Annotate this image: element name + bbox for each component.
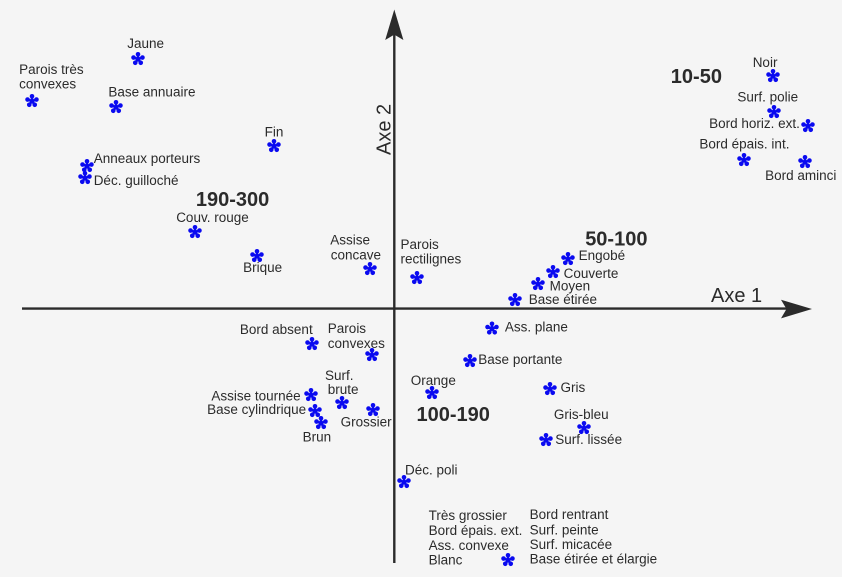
svg-text:Noir: Noir — [753, 55, 778, 70]
svg-text:rectilignes: rectilignes — [401, 251, 462, 266]
svg-text:Base cylindrique: Base cylindrique — [207, 402, 306, 417]
svg-text:Bord horiz. ext.: Bord horiz. ext. — [709, 116, 800, 131]
svg-text:Parois très: Parois très — [19, 62, 84, 77]
svg-text:Surf.: Surf. — [325, 368, 354, 383]
svg-text:Base étirée et élargie: Base étirée et élargie — [530, 552, 658, 567]
svg-text:Couverte: Couverte — [564, 266, 619, 281]
svg-text:convexes: convexes — [328, 336, 385, 351]
svg-text:Gris-bleu: Gris-bleu — [554, 407, 609, 422]
svg-text:50-100: 50-100 — [585, 228, 647, 250]
svg-text:Axe 2: Axe 2 — [374, 104, 396, 155]
svg-text:Bord épais. ext.: Bord épais. ext. — [429, 523, 523, 538]
svg-text:Jaune: Jaune — [127, 36, 164, 51]
svg-text:Déc. guilloché: Déc. guilloché — [94, 173, 179, 188]
svg-text:Base annuaire: Base annuaire — [108, 85, 195, 100]
svg-text:Surf. peinte: Surf. peinte — [530, 522, 599, 537]
svg-text:Bord aminci: Bord aminci — [765, 168, 836, 183]
svg-text:Base étirée: Base étirée — [529, 292, 597, 307]
svg-text:Très grossier: Très grossier — [429, 508, 508, 523]
svg-text:Base portante: Base portante — [478, 352, 562, 367]
svg-text:Surf. lissée: Surf. lissée — [555, 432, 622, 447]
svg-text:Bord rentrant: Bord rentrant — [530, 507, 609, 522]
svg-text:Ass. plane: Ass. plane — [505, 320, 568, 335]
svg-text:Assise: Assise — [330, 232, 370, 247]
svg-text:100-190: 100-190 — [417, 404, 490, 426]
svg-text:Couv. rouge: Couv. rouge — [176, 210, 249, 225]
svg-text:10-50: 10-50 — [671, 66, 722, 88]
svg-text:Parois: Parois — [328, 321, 367, 336]
svg-text:Engobé: Engobé — [579, 248, 626, 263]
svg-text:Brique: Brique — [243, 260, 282, 275]
svg-text:Grossier: Grossier — [341, 415, 393, 430]
svg-text:Ass. convexe: Ass. convexe — [429, 538, 509, 553]
svg-text:Axe 1: Axe 1 — [711, 285, 762, 307]
svg-text:brute: brute — [328, 382, 359, 397]
svg-text:Brun: Brun — [303, 430, 332, 445]
svg-text:Bord épais. int.: Bord épais. int. — [699, 136, 789, 151]
svg-text:convexes: convexes — [19, 77, 76, 92]
svg-text:Bord absent: Bord absent — [240, 322, 313, 337]
svg-text:Parois: Parois — [401, 237, 440, 252]
svg-text:Orange: Orange — [411, 373, 456, 388]
svg-text:Anneaux porteurs: Anneaux porteurs — [94, 151, 201, 166]
svg-text:Gris: Gris — [561, 380, 586, 395]
svg-text:Surf. polie: Surf. polie — [737, 89, 798, 104]
svg-text:Déc. poli: Déc. poli — [405, 463, 458, 478]
svg-text:190-300: 190-300 — [196, 189, 269, 211]
svg-text:Moyen: Moyen — [550, 278, 591, 293]
svg-text:Surf. micacée: Surf. micacée — [530, 537, 613, 552]
svg-text:Blanc: Blanc — [429, 552, 463, 567]
svg-text:Assise tournée: Assise tournée — [211, 389, 300, 404]
svg-text:concave: concave — [331, 248, 381, 263]
svg-text:Fin: Fin — [265, 125, 284, 140]
